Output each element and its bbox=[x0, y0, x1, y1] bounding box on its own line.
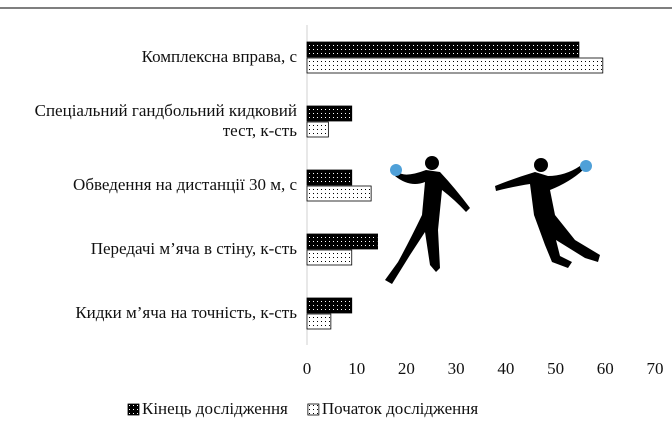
legend-swatch bbox=[307, 403, 320, 416]
x-tick-label: 60 bbox=[597, 359, 614, 378]
bar bbox=[306, 185, 372, 202]
bar bbox=[306, 41, 580, 58]
bar bbox=[306, 233, 378, 250]
bar bbox=[306, 105, 353, 122]
x-tick-label: 40 bbox=[497, 359, 514, 378]
bar bbox=[306, 249, 353, 266]
bar bbox=[306, 57, 604, 74]
y-tick-label: Обведення на дистанції 30 м, с bbox=[73, 175, 297, 194]
y-tick-label: Комплексна вправа, с bbox=[141, 47, 297, 66]
legend-swatch bbox=[127, 403, 140, 416]
x-tick-label: 10 bbox=[348, 359, 365, 378]
x-tick-label: 0 bbox=[303, 359, 312, 378]
bar bbox=[306, 313, 332, 330]
legend-label: Кінець дослідження bbox=[142, 399, 288, 418]
y-tick-label: Спеціальний гандбольний кидковий тест, к… bbox=[34, 101, 297, 140]
x-tick-label: 20 bbox=[398, 359, 415, 378]
bar bbox=[306, 169, 353, 186]
bar bbox=[306, 297, 353, 314]
x-tick-label: 50 bbox=[547, 359, 564, 378]
bar bbox=[306, 121, 329, 138]
x-tick-label: 30 bbox=[448, 359, 465, 378]
y-tick-label: Передачі м’яча в стіну, к-сть bbox=[90, 239, 297, 258]
y-tick-label: Кидки м’яча на точність, к-сть bbox=[75, 303, 297, 322]
legend-label: Початок дослідження bbox=[322, 399, 478, 418]
player-silhouettes bbox=[385, 156, 600, 284]
x-tick-label: 70 bbox=[647, 359, 664, 378]
